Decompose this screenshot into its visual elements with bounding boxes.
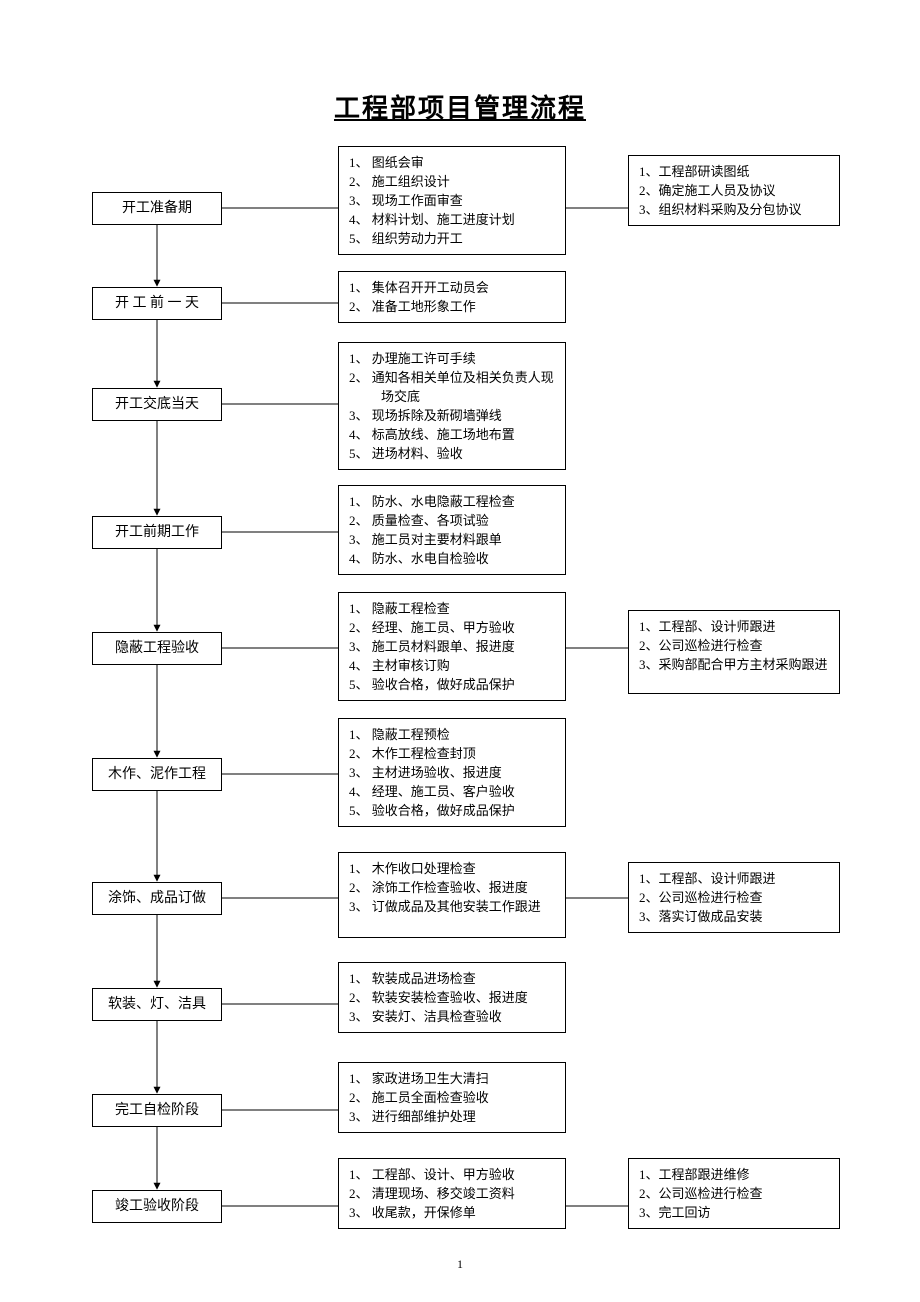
details-s4: 防水、水电隐蔽工程检查质量检查、各项试验施工员对主要材料跟单防水、水电自检验收 xyxy=(338,485,566,575)
details-s8-item: 安装灯、洁具检查验收 xyxy=(349,1007,555,1026)
details-s9-item: 家政进场卫生大清扫 xyxy=(349,1069,555,1088)
details-s10-item: 工程部、设计、甲方验收 xyxy=(349,1165,555,1184)
details-s5-item: 施工员材料跟单、报进度 xyxy=(349,637,555,656)
side-s1: 1、工程部研读图纸2、确定施工人员及协议3、组织材料采购及分包协议 xyxy=(628,155,840,226)
stage-s9: 完工自检阶段 xyxy=(92,1094,222,1127)
details-s1-item: 现场工作面审查 xyxy=(349,191,555,210)
page-title: 工程部项目管理流程 xyxy=(0,88,920,125)
details-s6-item: 木作工程检查封顶 xyxy=(349,744,555,763)
side-s1-line: 2、确定施工人员及协议 xyxy=(639,181,829,200)
details-s9-item: 进行细部维护处理 xyxy=(349,1107,555,1126)
details-s7-item: 木作收口处理检查 xyxy=(349,859,555,878)
details-s7-item: 订做成品及其他安装工作跟进 xyxy=(349,897,555,916)
details-s5-item: 隐蔽工程检查 xyxy=(349,599,555,618)
side-s1-line: 3、组织材料采购及分包协议 xyxy=(639,200,829,219)
side-s1-line: 1、工程部研读图纸 xyxy=(639,162,829,181)
stage-s4: 开工前期工作 xyxy=(92,516,222,549)
details-s4-item: 防水、水电自检验收 xyxy=(349,549,555,568)
side-s5: 1、工程部、设计师跟进2、公司巡检进行检查3、采购部配合甲方主材采购跟进 xyxy=(628,610,840,694)
details-s2-item: 集体召开开工动员会 xyxy=(349,278,555,297)
details-s6-item: 主材进场验收、报进度 xyxy=(349,763,555,782)
stage-s10: 竣工验收阶段 xyxy=(92,1190,222,1223)
side-s5-line: 1、工程部、设计师跟进 xyxy=(639,617,829,636)
details-s2-item: 准备工地形象工作 xyxy=(349,297,555,316)
side-s10-line: 1、工程部跟进维修 xyxy=(639,1165,829,1184)
details-s8-item: 软装成品进场检查 xyxy=(349,969,555,988)
stage-s2: 开 工 前 一 天 xyxy=(92,287,222,320)
details-s5-item: 验收合格，做好成品保护 xyxy=(349,675,555,694)
details-s9: 家政进场卫生大清扫施工员全面检查验收进行细部维护处理 xyxy=(338,1062,566,1133)
side-s10-line: 2、公司巡检进行检查 xyxy=(639,1184,829,1203)
stage-s3: 开工交底当天 xyxy=(92,388,222,421)
side-s5-line: 2、公司巡检进行检查 xyxy=(639,636,829,655)
details-s8: 软装成品进场检查软装安装检查验收、报进度安装灯、洁具检查验收 xyxy=(338,962,566,1033)
details-s3-item: 通知各相关单位及相关负责人现场交底 xyxy=(349,368,555,406)
stage-s1: 开工准备期 xyxy=(92,192,222,225)
details-s4-item: 施工员对主要材料跟单 xyxy=(349,530,555,549)
details-s5-item: 主材审核订购 xyxy=(349,656,555,675)
details-s7: 木作收口处理检查涂饰工作检查验收、报进度订做成品及其他安装工作跟进 xyxy=(338,852,566,938)
details-s5: 隐蔽工程检查经理、施工员、甲方验收施工员材料跟单、报进度主材审核订购验收合格，做… xyxy=(338,592,566,701)
stage-s8: 软装、灯、洁具 xyxy=(92,988,222,1021)
details-s3-item: 进场材料、验收 xyxy=(349,444,555,463)
details-s1-item: 组织劳动力开工 xyxy=(349,229,555,248)
side-s7: 1、工程部、设计师跟进2、公司巡检进行检查3、落实订做成品安装 xyxy=(628,862,840,933)
details-s6-item: 隐蔽工程预检 xyxy=(349,725,555,744)
details-s9-item: 施工员全面检查验收 xyxy=(349,1088,555,1107)
details-s5-item: 经理、施工员、甲方验收 xyxy=(349,618,555,637)
details-s1: 图纸会审施工组织设计现场工作面审查材料计划、施工进度计划组织劳动力开工 xyxy=(338,146,566,255)
details-s1-item: 材料计划、施工进度计划 xyxy=(349,210,555,229)
details-s2: 集体召开开工动员会准备工地形象工作 xyxy=(338,271,566,323)
details-s1-item: 施工组织设计 xyxy=(349,172,555,191)
details-s6-item: 验收合格，做好成品保护 xyxy=(349,801,555,820)
side-s7-line: 3、落实订做成品安装 xyxy=(639,907,829,926)
details-s8-item: 软装安装检查验收、报进度 xyxy=(349,988,555,1007)
side-s10: 1、工程部跟进维修2、公司巡检进行检查3、完工回访 xyxy=(628,1158,840,1229)
details-s10-item: 收尾款，开保修单 xyxy=(349,1203,555,1222)
details-s10: 工程部、设计、甲方验收清理现场、移交竣工资料收尾款，开保修单 xyxy=(338,1158,566,1229)
stage-s5: 隐蔽工程验收 xyxy=(92,632,222,665)
details-s4-item: 质量检查、各项试验 xyxy=(349,511,555,530)
details-s3-item: 办理施工许可手续 xyxy=(349,349,555,368)
side-s5-line: 3、采购部配合甲方主材采购跟进 xyxy=(639,655,829,674)
details-s4-item: 防水、水电隐蔽工程检查 xyxy=(349,492,555,511)
details-s10-item: 清理现场、移交竣工资料 xyxy=(349,1184,555,1203)
side-s7-line: 2、公司巡检进行检查 xyxy=(639,888,829,907)
details-s3-item: 标高放线、施工场地布置 xyxy=(349,425,555,444)
side-s7-line: 1、工程部、设计师跟进 xyxy=(639,869,829,888)
details-s7-item: 涂饰工作检查验收、报进度 xyxy=(349,878,555,897)
stage-s7: 涂饰、成品订做 xyxy=(92,882,222,915)
details-s6: 隐蔽工程预检木作工程检查封顶主材进场验收、报进度经理、施工员、客户验收验收合格，… xyxy=(338,718,566,827)
details-s3: 办理施工许可手续通知各相关单位及相关负责人现场交底现场拆除及新砌墙弹线标高放线、… xyxy=(338,342,566,470)
stage-s6: 木作、泥作工程 xyxy=(92,758,222,791)
page-number: 1 xyxy=(0,1257,920,1272)
details-s6-item: 经理、施工员、客户验收 xyxy=(349,782,555,801)
details-s1-item: 图纸会审 xyxy=(349,153,555,172)
side-s10-line: 3、完工回访 xyxy=(639,1203,829,1222)
page-root: 工程部项目管理流程 1 开工准备期 图纸会审施工组织设计现场工作面审查材料计划、施… xyxy=(0,0,920,1302)
details-s3-item: 现场拆除及新砌墙弹线 xyxy=(349,406,555,425)
